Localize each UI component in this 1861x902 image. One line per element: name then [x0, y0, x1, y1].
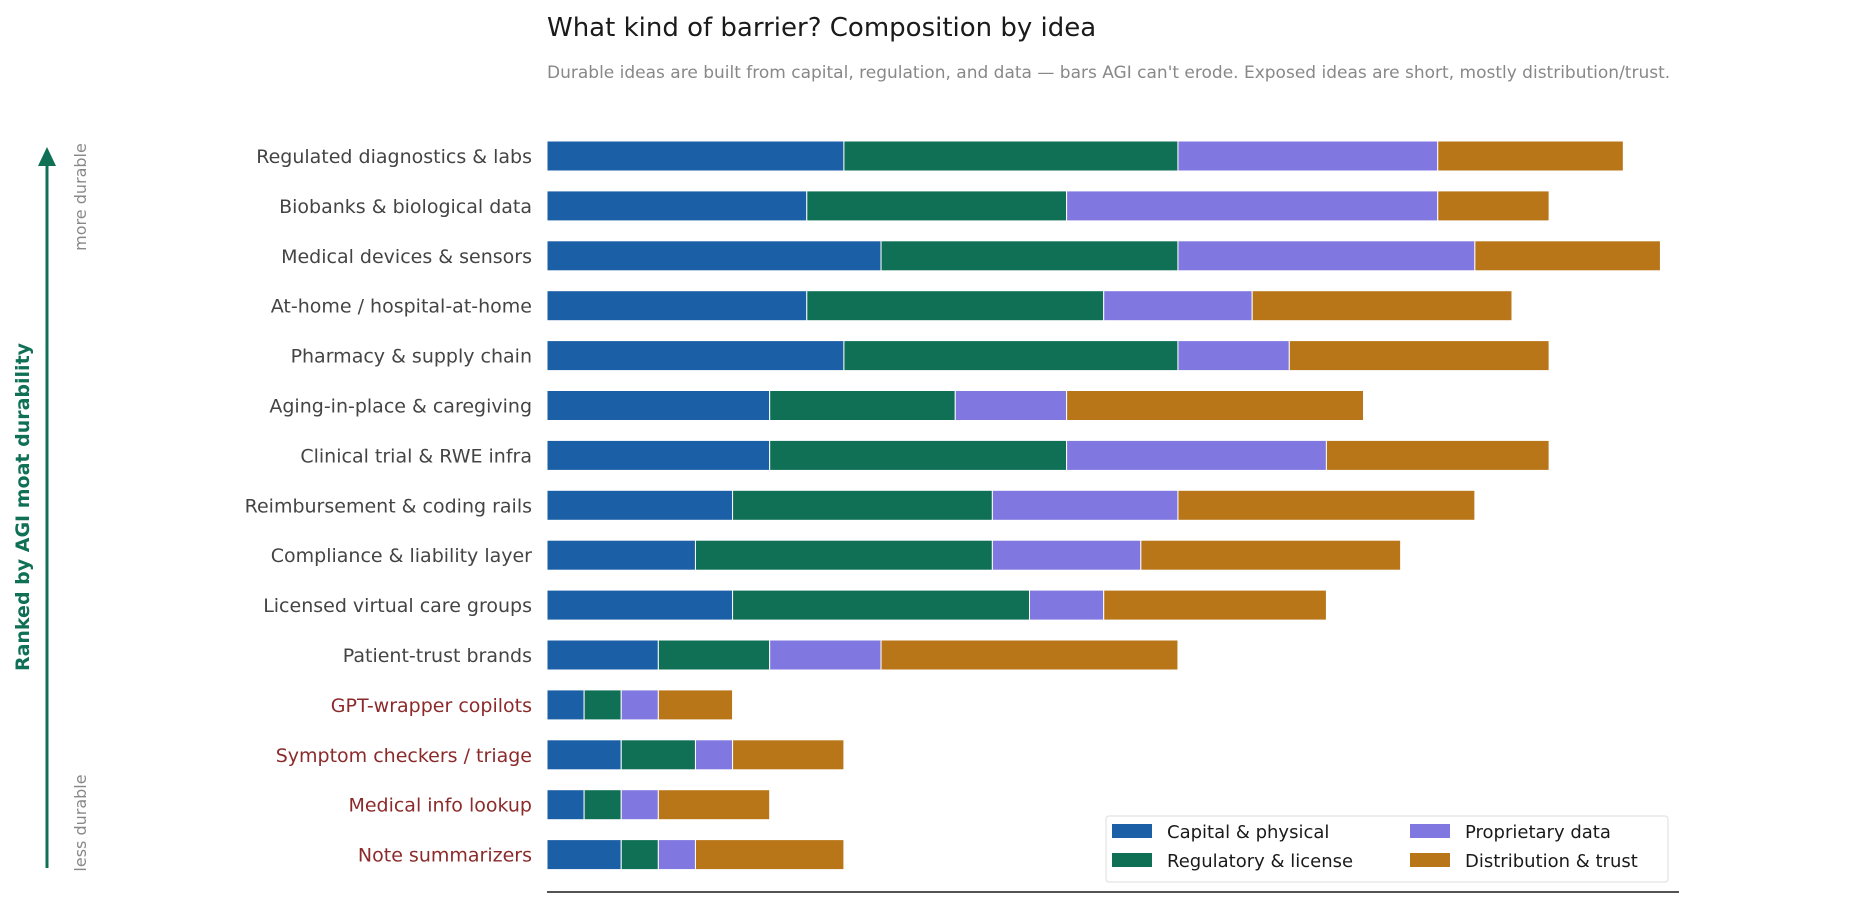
bar-medical-devices-sensors-regulatory-license — [880, 240, 1179, 272]
bar-biobanks-biological-data-capital-physical — [546, 190, 808, 222]
bar-patient-trust-brands-regulatory-license — [657, 639, 771, 671]
legend-box — [1105, 815, 1669, 883]
legend-label-regulatory-license: Regulatory & license — [1167, 851, 1353, 872]
bar-reimbursement-coding-rails-regulatory-license — [732, 489, 993, 521]
bar-at-home-hospital-at-home-proprietary-data — [1103, 290, 1253, 322]
bar-regulated-diagnostics-labs-capital-physical — [546, 140, 845, 172]
y-axis-label: Ranked by AGI moat durability — [12, 342, 34, 671]
bar-medical-info-lookup-regulatory-license — [583, 789, 622, 821]
bar-symptom-checkers-triage-regulatory-license — [620, 739, 696, 771]
bar-at-home-hospital-at-home-distribution-trust — [1251, 290, 1513, 322]
bar-compliance-liability-layer-capital-physical — [546, 539, 696, 571]
less-durable-annotation: less durable — [71, 774, 90, 871]
legend-swatch-proprietary-data — [1410, 824, 1450, 838]
bar-clinical-trial-rwe-infra-capital-physical — [546, 439, 771, 471]
bar-licensed-virtual-care-groups-regulatory-license — [732, 589, 1030, 621]
category-label-gpt-wrapper-copilots: GPT-wrapper copilots — [331, 695, 532, 717]
bar-aging-in-place-caregiving-capital-physical — [546, 390, 771, 421]
bar-biobanks-biological-data-regulatory-license — [806, 190, 1068, 222]
bar-aging-in-place-caregiving-distribution-trust — [1066, 390, 1365, 421]
category-label-biobanks-biological-data: Biobanks & biological data — [279, 196, 532, 218]
category-label-clinical-trial-rwe-infra: Clinical trial & RWE infra — [300, 445, 532, 467]
bar-aging-in-place-caregiving-regulatory-license — [769, 390, 956, 421]
legend-swatch-capital-physical — [1112, 824, 1152, 838]
bar-gpt-wrapper-copilots-capital-physical — [546, 689, 585, 721]
legend: Capital & physical Proprietary data Regula… — [1105, 815, 1669, 883]
bar-regulated-diagnostics-labs-proprietary-data — [1177, 140, 1439, 172]
category-label-symptom-checkers-triage: Symptom checkers / triage — [276, 745, 532, 767]
bar-patient-trust-brands-proprietary-data — [769, 639, 882, 671]
bar-medical-info-lookup-proprietary-data — [620, 789, 659, 821]
bar-reimbursement-coding-rails-capital-physical — [546, 489, 734, 521]
category-label-reimbursement-coding-rails: Reimbursement & coding rails — [245, 495, 532, 517]
category-label-note-summarizers: Note summarizers — [358, 845, 532, 867]
category-label-licensed-virtual-care-groups: Licensed virtual care groups — [263, 595, 532, 617]
bar-gpt-wrapper-copilots-proprietary-data — [620, 689, 659, 721]
legend-swatch-distribution-trust — [1410, 853, 1450, 867]
bar-medical-info-lookup-distribution-trust — [657, 789, 771, 821]
bar-licensed-virtual-care-groups-distribution-trust — [1103, 589, 1327, 621]
bar-symptom-checkers-triage-distribution-trust — [732, 739, 845, 771]
bar-compliance-liability-layer-regulatory-license — [694, 539, 993, 571]
bar-pharmacy-supply-chain-regulatory-license — [843, 340, 1179, 372]
durability-arrowhead-icon — [38, 147, 56, 166]
durability-axis: Ranked by AGI moat durability more durab… — [12, 143, 90, 871]
bar-note-summarizers-proprietary-data — [657, 839, 696, 871]
category-labels: Regulated diagnostics & labs Biobanks & b… — [245, 146, 533, 867]
legend-label-proprietary-data: Proprietary data — [1465, 822, 1611, 843]
chart-title: What kind of barrier? Composition by ide… — [547, 13, 1096, 43]
bar-biobanks-biological-data-proprietary-data — [1066, 190, 1439, 222]
category-label-medical-devices-sensors: Medical devices & sensors — [281, 246, 532, 268]
bar-compliance-liability-layer-distribution-trust — [1140, 539, 1402, 571]
bar-pharmacy-supply-chain-distribution-trust — [1288, 340, 1550, 372]
bar-medical-devices-sensors-distribution-trust — [1474, 240, 1661, 272]
legend-label-capital-physical: Capital & physical — [1167, 822, 1329, 843]
bar-clinical-trial-rwe-infra-distribution-trust — [1325, 439, 1550, 471]
bar-symptom-checkers-triage-proprietary-data — [694, 739, 734, 771]
bar-aging-in-place-caregiving-proprietary-data — [954, 390, 1068, 421]
category-label-patient-trust-brands: Patient-trust brands — [343, 645, 532, 667]
legend-label-distribution-trust: Distribution & trust — [1465, 851, 1638, 872]
category-label-medical-info-lookup: Medical info lookup — [348, 795, 532, 817]
bar-note-summarizers-regulatory-license — [620, 839, 659, 871]
bar-licensed-virtual-care-groups-capital-physical — [546, 589, 734, 621]
category-label-regulated-diagnostics-labs: Regulated diagnostics & labs — [256, 146, 532, 168]
bar-at-home-hospital-at-home-capital-physical — [546, 290, 808, 322]
bar-reimbursement-coding-rails-proprietary-data — [991, 489, 1179, 521]
bar-biobanks-biological-data-distribution-trust — [1437, 190, 1550, 222]
category-label-aging-in-place-caregiving: Aging-in-place & caregiving — [269, 396, 532, 418]
bar-pharmacy-supply-chain-capital-physical — [546, 340, 845, 372]
bar-medical-info-lookup-capital-physical — [546, 789, 585, 821]
bar-medical-devices-sensors-capital-physical — [546, 240, 882, 272]
bar-note-summarizers-capital-physical — [546, 839, 622, 871]
bar-symptom-checkers-triage-capital-physical — [546, 739, 622, 771]
bar-pharmacy-supply-chain-proprietary-data — [1177, 340, 1290, 372]
bar-area — [546, 140, 1661, 871]
bar-medical-devices-sensors-proprietary-data — [1177, 240, 1476, 272]
bar-clinical-trial-rwe-infra-regulatory-license — [769, 439, 1068, 471]
bar-at-home-hospital-at-home-regulatory-license — [806, 290, 1105, 322]
bar-regulated-diagnostics-labs-regulatory-license — [843, 140, 1179, 172]
category-label-compliance-liability-layer: Compliance & liability layer — [271, 545, 532, 567]
bar-regulated-diagnostics-labs-distribution-trust — [1437, 140, 1624, 172]
legend-swatch-regulatory-license — [1112, 853, 1152, 867]
bar-gpt-wrapper-copilots-distribution-trust — [657, 689, 734, 721]
bar-reimbursement-coding-rails-distribution-trust — [1177, 489, 1476, 521]
bar-gpt-wrapper-copilots-regulatory-license — [583, 689, 622, 721]
bar-clinical-trial-rwe-infra-proprietary-data — [1066, 439, 1327, 471]
bar-note-summarizers-distribution-trust — [694, 839, 845, 871]
more-durable-annotation: more durable — [71, 143, 90, 251]
bar-patient-trust-brands-capital-physical — [546, 639, 659, 671]
category-label-pharmacy-supply-chain: Pharmacy & supply chain — [291, 346, 532, 368]
bar-compliance-liability-layer-proprietary-data — [991, 539, 1142, 571]
bar-patient-trust-brands-distribution-trust — [880, 639, 1179, 671]
chart-subtitle: Durable ideas are built from capital, re… — [547, 63, 1670, 83]
bar-licensed-virtual-care-groups-proprietary-data — [1028, 589, 1105, 621]
category-label-at-home-hospital-at-home: At-home / hospital-at-home — [271, 296, 532, 318]
